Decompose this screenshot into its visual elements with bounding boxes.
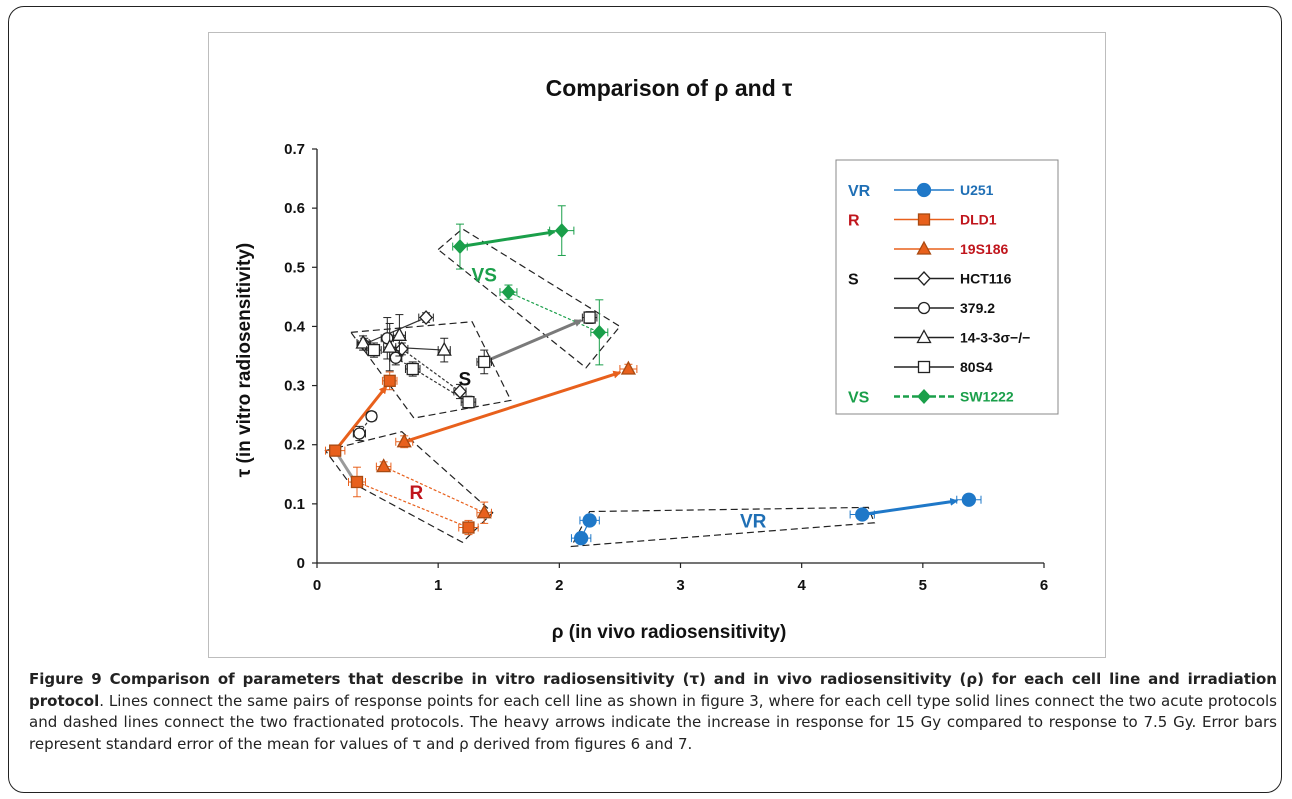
group-region-label: R	[409, 483, 423, 504]
x-tick-label: 0	[313, 577, 321, 594]
legend-series-label: 80S4	[960, 359, 993, 375]
y-tick-label: 0.5	[284, 259, 305, 276]
legend-series-label: 379.2	[960, 300, 995, 316]
series-group	[571, 493, 981, 544]
y-tick-label: 0.3	[284, 378, 305, 395]
data-point	[393, 328, 406, 340]
y-axis-label: τ (in vitro radiosensitivity)	[234, 243, 255, 477]
y-tick-label: 0.6	[284, 200, 305, 217]
legend-series-label: SW1222	[960, 389, 1014, 405]
legend-group-label: VS	[848, 390, 870, 407]
data-point	[454, 240, 466, 253]
data-point	[420, 311, 432, 324]
data-point	[584, 312, 595, 323]
group-region-outline	[571, 507, 874, 546]
data-point	[377, 460, 390, 472]
data-point	[351, 476, 362, 487]
x-tick-label: 2	[555, 577, 563, 594]
data-point	[438, 343, 451, 355]
data-point	[962, 493, 975, 506]
legend-series-label: U251	[960, 182, 994, 198]
data-point	[622, 362, 635, 374]
figure-frame: Comparison of ρ and τ 0 1 2 3 4 5 6 0 0.1 0.2 0.3 0…	[8, 6, 1282, 793]
legend-series-label: HCT116	[960, 271, 1012, 287]
x-tick-label: 6	[1040, 577, 1048, 594]
data-point	[575, 532, 588, 545]
x-tick-label: 4	[797, 577, 806, 594]
data-point	[593, 326, 605, 339]
legend-group-label: R	[848, 213, 860, 230]
connector-line	[384, 467, 485, 513]
response-arrow	[484, 321, 581, 362]
x-axis-label: ρ (in vivo radiosensitivity)	[552, 622, 787, 643]
caption-body: . Lines connect the same pairs of respon…	[29, 692, 1277, 753]
chart-area: Comparison of ρ and τ 0 1 2 3 4 5 6 0 0.1 0.2 0.3 0…	[208, 32, 1106, 658]
chart-title: Comparison of ρ and τ	[546, 75, 793, 101]
response-arrow	[460, 232, 555, 247]
data-point	[583, 514, 596, 527]
legend-series-label: 19S186	[960, 241, 1008, 257]
figure-caption: Figure 9 Comparison of parameters that d…	[29, 669, 1277, 755]
data-point	[502, 286, 514, 299]
legend-marker	[919, 303, 930, 314]
data-point	[479, 356, 490, 367]
y-tick-label: 0	[297, 555, 305, 572]
legend-marker	[919, 214, 930, 225]
group-region-label: VS	[472, 265, 497, 286]
group-region-outline	[438, 229, 620, 368]
y-tick-label: 0.4	[284, 318, 306, 335]
data-point	[856, 508, 869, 521]
x-tick-label: 3	[676, 577, 684, 594]
group-region-label: VR	[740, 512, 767, 533]
data-point	[366, 411, 377, 422]
legend-group-label: S	[848, 272, 859, 289]
x-tick-label: 1	[434, 577, 442, 594]
legend: VR U251 R DLD1 19S186 S HCT116 379.2 14-3-3σ−/− 8…	[836, 160, 1058, 414]
data-point	[556, 224, 568, 237]
scatter-chart: Comparison of ρ and τ 0 1 2 3 4 5 6 0 0.1 0.2 0.3 0…	[209, 33, 1105, 657]
y-tick-label: 0.1	[284, 496, 305, 513]
legend-marker	[919, 362, 930, 373]
x-tick-label: 5	[919, 577, 927, 594]
legend-group-label: VR	[848, 183, 871, 200]
data-point	[384, 375, 395, 386]
data-point	[330, 445, 341, 456]
legend-series-label: DLD1	[960, 212, 997, 228]
data-point	[463, 397, 474, 408]
data-point	[478, 506, 491, 518]
data-point	[368, 345, 379, 356]
data-point	[407, 364, 418, 375]
y-tick-label: 0.2	[284, 437, 305, 454]
response-arrow	[862, 501, 957, 515]
data-point	[354, 428, 365, 439]
legend-series-label: 14-3-3σ−/−	[960, 330, 1030, 346]
data-point	[463, 522, 474, 533]
legend-marker	[918, 184, 931, 197]
y-tick-label: 0.7	[284, 141, 305, 158]
